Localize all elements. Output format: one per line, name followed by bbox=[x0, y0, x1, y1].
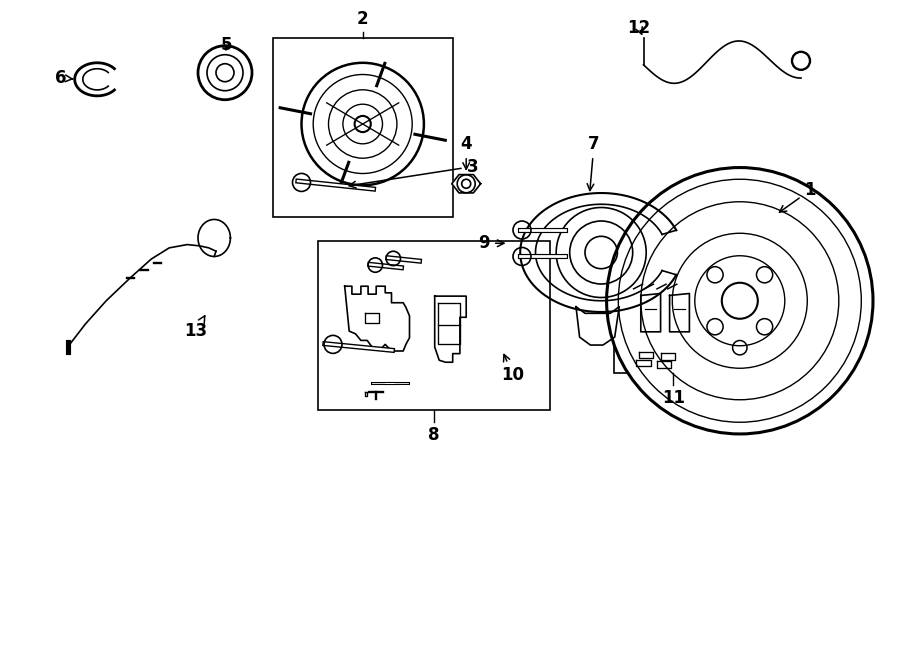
Bar bbox=[614, 266, 733, 373]
Polygon shape bbox=[576, 307, 619, 345]
Text: 5: 5 bbox=[221, 36, 232, 54]
Polygon shape bbox=[345, 286, 410, 351]
Polygon shape bbox=[670, 293, 689, 332]
Text: 11: 11 bbox=[662, 389, 685, 407]
Text: 6: 6 bbox=[56, 69, 73, 87]
Circle shape bbox=[722, 283, 758, 319]
Text: 1: 1 bbox=[779, 181, 815, 212]
Polygon shape bbox=[452, 175, 481, 193]
Circle shape bbox=[607, 167, 873, 434]
Text: 4: 4 bbox=[461, 135, 472, 169]
Text: 12: 12 bbox=[627, 19, 651, 37]
Text: 3: 3 bbox=[349, 157, 478, 188]
Circle shape bbox=[198, 46, 252, 100]
Polygon shape bbox=[198, 219, 230, 256]
Text: 9: 9 bbox=[479, 234, 504, 253]
Polygon shape bbox=[435, 296, 466, 362]
Text: 10: 10 bbox=[501, 354, 525, 385]
Text: 13: 13 bbox=[184, 316, 208, 340]
Polygon shape bbox=[520, 193, 676, 312]
Text: 2: 2 bbox=[357, 11, 368, 28]
Text: 8: 8 bbox=[428, 426, 439, 444]
Circle shape bbox=[355, 116, 371, 132]
Polygon shape bbox=[641, 293, 661, 332]
Circle shape bbox=[792, 52, 810, 70]
Bar bbox=[273, 38, 453, 217]
Text: 7: 7 bbox=[587, 135, 599, 190]
Bar bbox=[318, 241, 550, 410]
Circle shape bbox=[302, 63, 424, 185]
